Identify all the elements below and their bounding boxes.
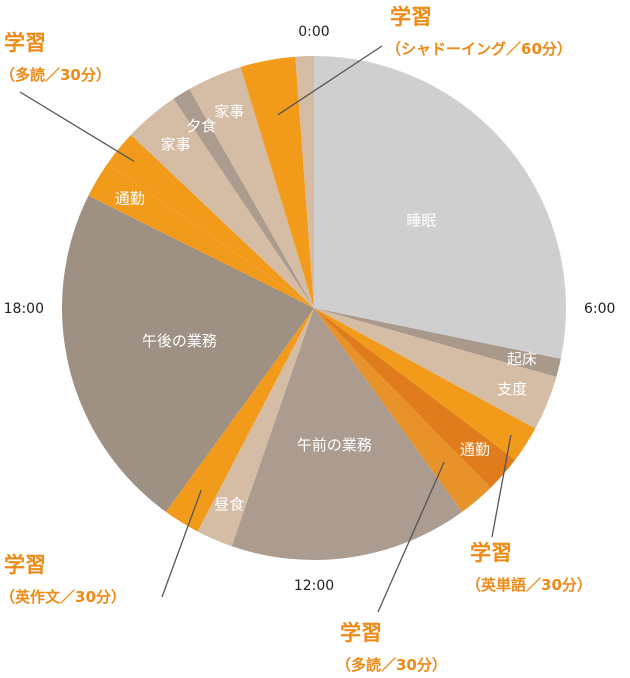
callout-title: 学習 bbox=[4, 553, 46, 577]
callout-detail: （シャドーイング／60分） bbox=[386, 40, 572, 58]
slice-label: 支度 bbox=[497, 380, 527, 398]
callout-title: 学習 bbox=[340, 621, 382, 645]
callout-detail: （英作文／30分） bbox=[0, 588, 126, 606]
callout-leader-line bbox=[19, 91, 135, 163]
callout-detail: （多読／30分） bbox=[0, 66, 111, 84]
pie-slice bbox=[130, 98, 314, 308]
pie-slice bbox=[314, 56, 566, 359]
pie-slice bbox=[197, 308, 314, 547]
callout-leader-line bbox=[277, 45, 383, 116]
clock-label: 6:00 bbox=[584, 301, 615, 317]
pie-slice bbox=[314, 308, 491, 512]
clock-label: 0:00 bbox=[298, 24, 329, 40]
slice-label: 睡眠 bbox=[406, 211, 436, 229]
pie-slice bbox=[173, 88, 314, 309]
pie-slice bbox=[88, 163, 314, 308]
slice-label: 起床 bbox=[507, 350, 537, 368]
slice-label: 午後の業務 bbox=[142, 332, 217, 350]
pie-slice bbox=[314, 308, 561, 377]
callout-detail: （英単語／30分） bbox=[466, 576, 592, 594]
callout-title: 学習 bbox=[4, 31, 46, 55]
pie-slice bbox=[314, 308, 557, 429]
pie-slice bbox=[314, 308, 536, 460]
slice-label: 昼食 bbox=[214, 496, 244, 514]
pie-slice bbox=[62, 195, 315, 512]
pie-slice bbox=[295, 56, 314, 308]
pie-slice bbox=[165, 308, 314, 532]
pie-slice bbox=[189, 66, 314, 308]
study-callouts: 学習 （シャドーイング／60分） 学習 （英単語／30分） 学習 （多読／30分） 学習 （英… bbox=[0, 5, 592, 674]
callout-leader-line bbox=[161, 489, 202, 598]
slice-label: 夕食 bbox=[186, 117, 216, 135]
slice-label: 通勤 bbox=[460, 440, 490, 458]
pie-slices bbox=[62, 56, 566, 561]
clock-label: 18:00 bbox=[4, 301, 44, 317]
callout-detail: （多読／30分） bbox=[336, 656, 447, 674]
slice-label: 通勤 bbox=[115, 190, 145, 208]
slice-label: 家事 bbox=[161, 136, 191, 154]
callout-title: 学習 bbox=[470, 541, 512, 565]
clock-labels: 0:00 6:00 12:00 18:00 bbox=[4, 24, 616, 594]
callout-leader-line bbox=[377, 461, 445, 613]
pie-slice bbox=[314, 308, 516, 488]
callout-title: 学習 bbox=[390, 5, 432, 29]
pie-slice bbox=[231, 308, 463, 561]
pie-slice bbox=[107, 134, 315, 308]
slice-label: 家事 bbox=[214, 102, 244, 120]
callout-leader-line bbox=[491, 434, 512, 538]
pie-slice bbox=[240, 56, 314, 308]
clock-label: 12:00 bbox=[294, 578, 334, 594]
slice-label: 午前の業務 bbox=[297, 436, 372, 454]
